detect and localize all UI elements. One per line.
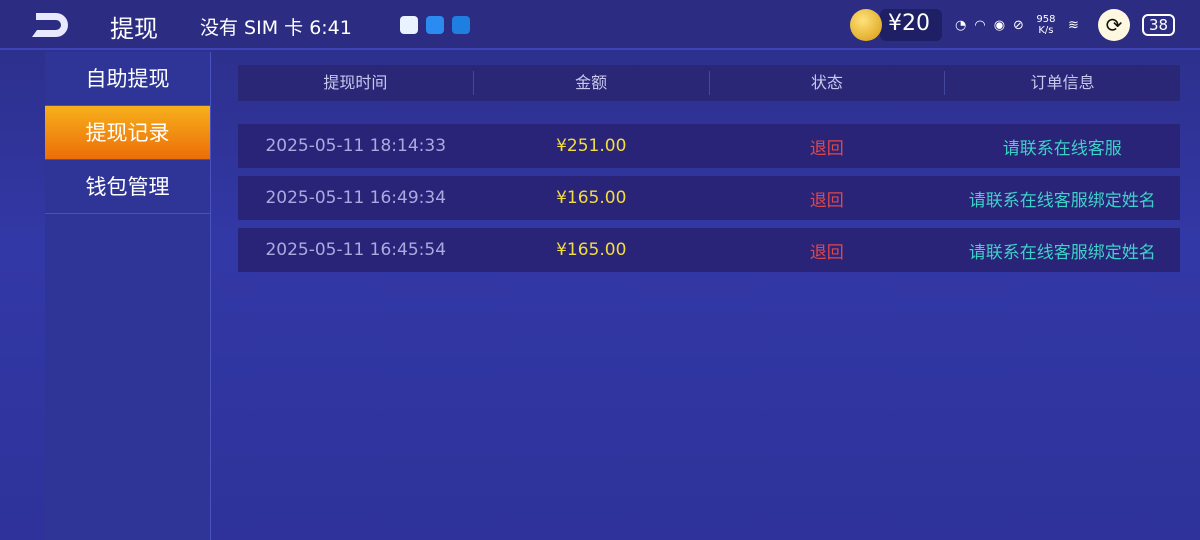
status-carrier: 没有 SIM 卡 6:41: [200, 13, 352, 40]
sidebar-item-self-withdraw[interactable]: 自助提现: [45, 52, 210, 106]
sidebar-item-withdraw-records[interactable]: 提现记录: [45, 106, 210, 160]
back-icon[interactable]: [30, 10, 74, 40]
sidebar: 自助提现 提现记录 钱包管理: [45, 52, 211, 540]
carrier-text: 没有 SIM 卡: [200, 17, 304, 39]
cell-amount: ¥165.00: [556, 240, 627, 260]
mute-icon: ⊘: [1013, 17, 1024, 33]
column-header-status: 状态: [710, 71, 946, 95]
cell-order-info[interactable]: 请联系在线客服绑定姓名: [968, 242, 1156, 263]
battery-indicator: 38: [1142, 14, 1176, 36]
table-header: 提现时间 金额 状态 订单信息: [238, 65, 1180, 101]
cell-status: 退回: [809, 138, 844, 159]
cell-amount: ¥165.00: [556, 188, 627, 208]
cell-time: 2025-05-11 16:49:34: [265, 188, 447, 208]
cell-order-info[interactable]: 请联系在线客服绑定姓名: [968, 190, 1156, 211]
network-speed: 958 K/s: [1036, 14, 1056, 36]
table-row: 2025-05-11 16:49:34 ¥165.00 退回 请联系在线客服绑定…: [238, 176, 1180, 220]
cell-status: 退回: [809, 190, 844, 211]
coin-balance-bar: [880, 9, 942, 41]
cell-time: 2025-05-11 18:14:33: [265, 136, 447, 156]
system-status-icons: ◔ ◠ ◉ ⊘ 958 K/s ≋: [955, 12, 1079, 38]
status-time: 6:41: [309, 17, 352, 39]
withdraw-records-table: 提现时间 金额 状态 订单信息 2025-05-11 18:14:33 ¥251…: [238, 65, 1180, 272]
data-saver-icon: ◔: [955, 17, 967, 33]
table-row: 2025-05-11 16:45:54 ¥165.00 退回 请联系在线客服绑定…: [238, 228, 1180, 272]
sidebar-item-wallet-management[interactable]: 钱包管理: [45, 160, 210, 214]
weather-icon: [452, 16, 470, 34]
refresh-avatar-icon[interactable]: ⟳: [1098, 9, 1130, 41]
coin-balance: ¥20: [888, 11, 930, 36]
cell-order-info[interactable]: 请联系在线客服: [1002, 138, 1122, 159]
top-bar: 提现 没有 SIM 卡 6:41 ¥20 ◔ ◠ ◉ ⊘ 958 K/s ≋ ⟳…: [0, 0, 1200, 50]
cell-status: 退回: [809, 242, 844, 263]
eye-icon: ◉: [993, 17, 1006, 33]
browser-icon: [400, 16, 418, 34]
cell-time: 2025-05-11 16:45:54: [265, 240, 447, 260]
column-header-order-info: 订单信息: [1030, 73, 1095, 92]
speedometer-icon: ◠: [974, 17, 986, 33]
cloud-icon: [426, 16, 444, 34]
table-row: 2025-05-11 18:14:33 ¥251.00 退回 请联系在线客服: [238, 124, 1180, 168]
column-header-amount: 金额: [474, 71, 710, 95]
wifi-icon: ≋: [1067, 17, 1079, 33]
page-title: 提现: [110, 15, 158, 43]
notification-icons: [400, 16, 470, 34]
coin-icon: [850, 9, 882, 41]
column-header-time: 提现时间: [238, 71, 474, 95]
cell-amount: ¥251.00: [556, 136, 627, 156]
